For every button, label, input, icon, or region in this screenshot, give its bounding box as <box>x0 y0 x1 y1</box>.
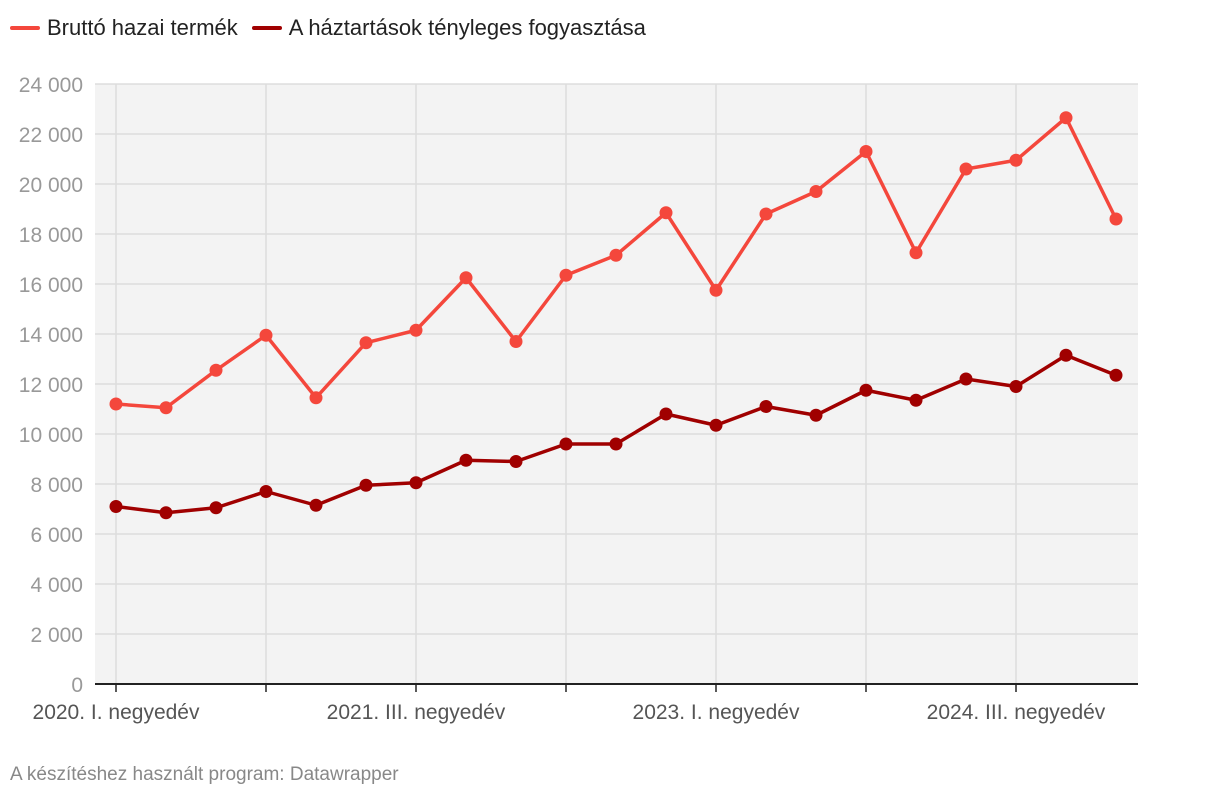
legend-label-consumption: A háztartások tényleges fogyasztása <box>288 15 646 40</box>
data-point-2 <box>759 400 773 413</box>
y-tick-label: 8 000 <box>30 474 83 497</box>
data-point-1 <box>259 328 273 342</box>
y-tick-label: 6 000 <box>30 524 83 547</box>
x-axis: 2020. I. negyedév 2021. III. negyedév 2023… <box>33 683 1138 724</box>
data-point-1 <box>609 248 623 262</box>
y-tick-label: 4 000 <box>30 574 83 597</box>
series-group <box>109 111 1123 520</box>
data-point-2 <box>859 383 873 397</box>
data-point-1 <box>859 145 873 158</box>
data-point-2 <box>509 455 523 468</box>
data-point-1 <box>1009 153 1023 167</box>
data-point-2 <box>659 407 673 421</box>
data-point-1 <box>809 185 823 198</box>
y-tick-label: 16 000 <box>19 274 83 297</box>
data-point-2 <box>459 453 473 467</box>
data-point-2 <box>909 393 923 407</box>
data-point-2 <box>559 437 573 451</box>
y-tick-label: 18 000 <box>19 224 83 247</box>
data-point-2 <box>809 408 823 422</box>
data-point-2 <box>159 506 173 520</box>
data-point-1 <box>359 336 373 350</box>
data-point-2 <box>609 437 623 451</box>
y-tick-label: 2 000 <box>30 624 83 647</box>
data-point-2 <box>409 476 423 490</box>
data-point-2 <box>1109 368 1123 382</box>
data-point-2 <box>359 478 373 492</box>
data-point-1 <box>209 363 223 377</box>
y-tick-label: 20 000 <box>19 174 83 197</box>
data-point-1 <box>659 206 673 220</box>
data-point-2 <box>209 501 223 515</box>
data-point-1 <box>1059 111 1073 125</box>
data-point-2 <box>109 500 123 513</box>
data-point-1 <box>459 271 473 285</box>
data-point-2 <box>959 372 973 386</box>
data-point-1 <box>109 397 123 411</box>
data-point-2 <box>709 418 723 432</box>
x-tick-label: 2023. I. negyedév <box>633 701 800 724</box>
data-point-1 <box>159 401 173 415</box>
data-point-1 <box>509 335 523 348</box>
legend-item-gdp: Bruttó hazai termék <box>10 15 238 41</box>
data-point-1 <box>959 162 973 176</box>
data-point-1 <box>759 207 773 221</box>
data-point-1 <box>559 268 573 282</box>
y-tick-label: 14 000 <box>19 324 83 347</box>
legend-swatch-consumption <box>251 26 282 30</box>
data-point-2 <box>309 498 323 512</box>
x-tick-label: 2021. III. negyedév <box>327 701 506 724</box>
grid <box>95 83 1138 684</box>
legend: Bruttó hazai termék A háztartások tényle… <box>10 15 646 41</box>
data-point-1 <box>909 246 923 260</box>
y-tick-label: 0 <box>71 674 83 697</box>
data-point-1 <box>709 283 723 297</box>
data-point-2 <box>1009 380 1023 393</box>
y-tick-label: 22 000 <box>19 124 83 147</box>
legend-label-gdp: Bruttó hazai termék <box>47 15 238 40</box>
data-point-2 <box>259 485 273 498</box>
data-point-1 <box>309 391 323 405</box>
x-tick-label: 2020. I. negyedév <box>33 701 200 724</box>
legend-item-consumption: A háztartások tényleges fogyasztása <box>251 15 646 41</box>
data-point-1 <box>1109 212 1123 226</box>
x-tick-label: 2024. III. negyedév <box>927 701 1106 724</box>
data-point-2 <box>1059 348 1073 362</box>
y-tick-label: 24 000 <box>19 74 83 97</box>
y-tick-label: 10 000 <box>19 424 83 447</box>
legend-swatch-gdp <box>10 26 40 30</box>
y-axis: 0 2 000 4 000 6 000 8 000 10 000 12 000 14 000 1… <box>19 74 83 697</box>
footer-credit: A készítéshez használt program: Datawrap… <box>10 764 399 785</box>
data-point-1 <box>409 323 423 337</box>
y-tick-label: 12 000 <box>19 374 83 397</box>
